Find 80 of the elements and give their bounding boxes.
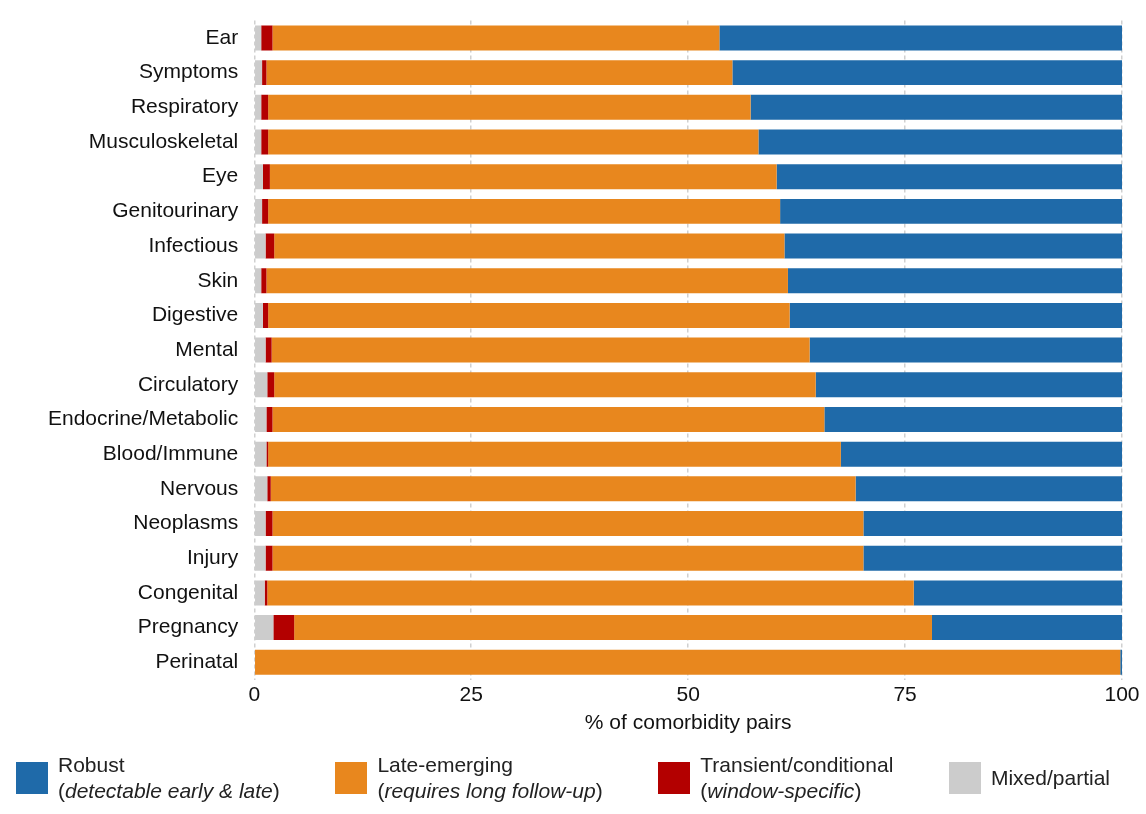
bar	[272, 511, 864, 537]
bar	[784, 233, 1122, 259]
bar	[840, 441, 1122, 467]
bar	[266, 406, 273, 432]
bar	[268, 441, 841, 467]
legend-label: Mixed/partial	[990, 765, 1110, 791]
bar	[719, 25, 1122, 51]
bar	[273, 615, 295, 641]
bar	[266, 268, 788, 294]
y-tick-label: Genitourinary	[112, 198, 239, 222]
y-tick-label: Perinatal	[155, 649, 239, 673]
y-tick-label: Circulatory	[137, 371, 239, 395]
x-tick-label: 25	[459, 682, 483, 705]
y-tick-label: Endocrine/Metabolic	[47, 406, 239, 430]
x-tick-label: 75	[893, 682, 917, 705]
bar	[855, 476, 1122, 502]
y-tick-label: Ear	[205, 24, 239, 48]
bar	[863, 511, 1122, 537]
x-tick-label: 0	[248, 682, 261, 705]
bar	[268, 198, 781, 224]
bar	[261, 94, 269, 120]
bar	[750, 94, 1122, 120]
bar	[269, 164, 777, 190]
bar	[931, 615, 1122, 641]
bar	[267, 476, 271, 502]
y-tick-label: Mental	[175, 336, 239, 360]
x-tick-label: 50	[676, 682, 700, 705]
legend-label: Transient/conditional (window-specific)	[700, 752, 894, 804]
y-tick-label: Congenital	[137, 579, 239, 603]
bar	[815, 372, 1122, 398]
bar	[265, 337, 272, 363]
bar	[265, 233, 275, 259]
bar	[268, 302, 790, 328]
bar	[267, 580, 914, 606]
bar	[271, 337, 810, 363]
y-tick-label: Symptoms	[139, 59, 239, 83]
y-tick-label: Eye	[202, 163, 239, 187]
bar	[294, 615, 932, 641]
bar	[863, 545, 1122, 571]
bar	[789, 302, 1122, 328]
bar	[270, 476, 856, 502]
y-tick-label: Pregnancy	[137, 614, 239, 638]
y-tick-label: Nervous	[160, 475, 239, 499]
bar	[262, 164, 270, 190]
bar	[262, 198, 269, 224]
x-tick-label: 100	[1104, 682, 1140, 705]
legend-label: Late-emerging (requires long follow-up)	[377, 752, 603, 804]
bar	[268, 94, 751, 120]
bar	[272, 545, 864, 571]
bar	[780, 198, 1122, 224]
bar	[261, 268, 267, 294]
y-tick-label: Injury	[186, 545, 239, 568]
bar	[758, 129, 1122, 155]
y-tick-label: Musculoskeletal	[88, 128, 239, 152]
bar	[266, 60, 733, 86]
bar	[261, 25, 273, 51]
bar	[913, 580, 1122, 606]
bar	[274, 372, 816, 398]
y-tick-label: Neoplasms	[133, 510, 239, 534]
x-axis-title: % of comorbidity pairs	[584, 710, 792, 734]
bar	[262, 302, 269, 328]
bar	[262, 60, 267, 86]
bar	[272, 25, 720, 51]
y-tick-label: Blood/Immune	[102, 440, 239, 464]
bar	[274, 233, 785, 259]
bar	[809, 337, 1122, 363]
bar	[267, 372, 275, 398]
bar	[272, 406, 825, 432]
bar	[732, 60, 1122, 86]
bar	[261, 129, 269, 155]
y-tick-label: Infectious	[148, 232, 239, 256]
y-tick-label: Skin	[197, 267, 239, 291]
y-tick-label: Digestive	[151, 302, 239, 326]
bar	[255, 649, 1121, 675]
bar	[787, 268, 1122, 294]
bar	[824, 406, 1122, 432]
bar	[776, 164, 1122, 190]
legend-label: Robust (detectable early & late)	[58, 752, 280, 804]
bar	[268, 129, 759, 155]
y-tick-label: Respiratory	[130, 94, 239, 118]
